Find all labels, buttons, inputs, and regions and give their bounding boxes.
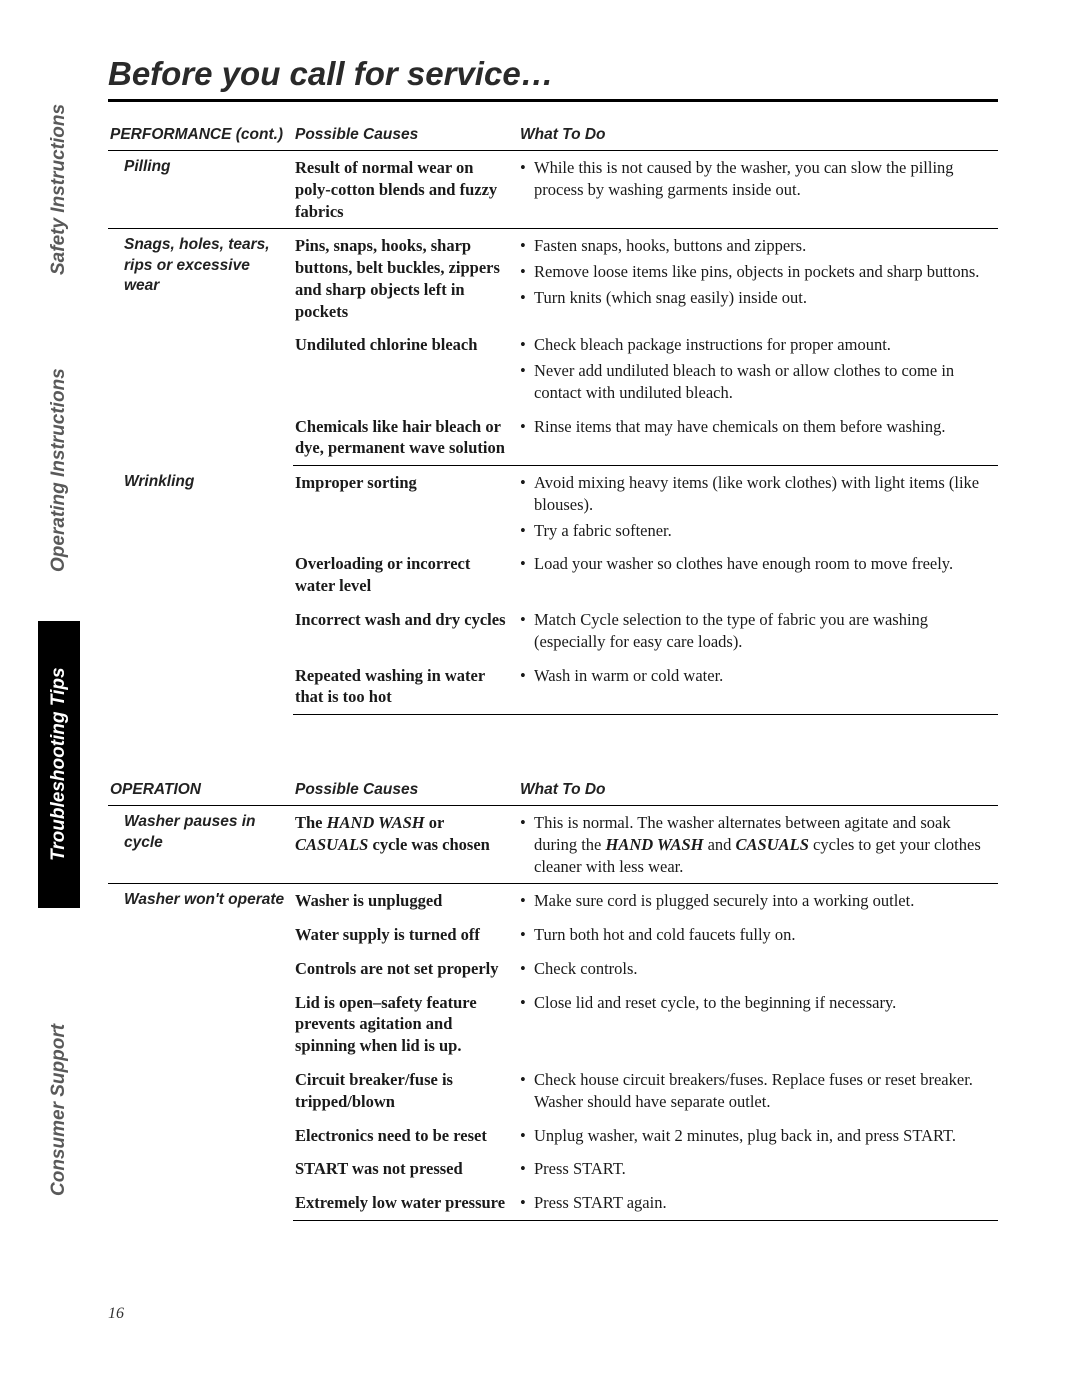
cause-text: Overloading or incorrect water level (293, 547, 518, 603)
cause-text: Result of normal wear on poly-cotton ble… (293, 151, 518, 229)
cause-text: The HAND WASH or CASUALS cycle was chose… (293, 806, 518, 884)
problem-label: Washer won't operate (108, 884, 293, 1220)
cause-text: Extremely low water pressure (293, 1186, 518, 1220)
table-row: Washer pauses in cycle The HAND WASH or … (108, 806, 998, 884)
todo-cell: •While this is not caused by the washer,… (518, 151, 998, 229)
sidebar-tabs: Safety Instructions Operating Instructio… (38, 58, 80, 1312)
table-row: Pilling Result of normal wear on poly-co… (108, 151, 998, 229)
todo-cell: •Fasten snaps, hooks, buttons and zipper… (518, 229, 998, 329)
problem-label: Wrinkling (108, 466, 293, 715)
todo-cell: •Close lid and reset cycle, to the begin… (518, 986, 998, 1063)
cause-text: Controls are not set properly (293, 952, 518, 986)
table-row: Snags, holes, tears, rips or excessive w… (108, 229, 998, 329)
problem-label: Snags, holes, tears, rips or excessive w… (108, 229, 293, 466)
todo-cell: •Match Cycle selection to the type of fa… (518, 603, 998, 659)
tab-operating[interactable]: Operating Instructions (38, 320, 80, 621)
performance-table: PERFORMANCE (cont.) Possible Causes What… (108, 120, 998, 715)
cause-text: START was not pressed (293, 1152, 518, 1186)
tab-safety[interactable]: Safety Instructions (38, 58, 80, 320)
cause-text: Repeated washing in water that is too ho… (293, 659, 518, 715)
todo-cell: •Make sure cord is plugged securely into… (518, 884, 998, 918)
table-header-row: OPERATION Possible Causes What To Do (108, 775, 998, 806)
todo-cell: •Check house circuit breakers/fuses. Rep… (518, 1063, 998, 1119)
col-causes: Possible Causes (293, 120, 518, 151)
page-title: Before you call for service… (108, 55, 998, 102)
tab-support[interactable]: Consumer Support (38, 908, 80, 1311)
problem-label: Washer pauses in cycle (108, 806, 293, 884)
cause-text: Lid is open–safety feature prevents agit… (293, 986, 518, 1063)
table-row: Wrinkling Improper sorting •Avoid mixing… (108, 466, 998, 548)
col-performance: PERFORMANCE (cont.) (108, 120, 293, 151)
col-operation: OPERATION (108, 775, 293, 806)
cause-text: Pins, snaps, hooks, sharp buttons, belt … (293, 229, 518, 329)
todo-cell: •Press START again. (518, 1186, 998, 1220)
todo-cell: •Turn both hot and cold faucets fully on… (518, 918, 998, 952)
col-causes: Possible Causes (293, 775, 518, 806)
todo-cell: •Press START. (518, 1152, 998, 1186)
cause-text: Improper sorting (293, 466, 518, 548)
todo-cell: •Check bleach package instructions for p… (518, 328, 998, 409)
page-number: 16 (108, 1305, 124, 1323)
cause-text: Water supply is turned off (293, 918, 518, 952)
cause-text: Circuit breaker/fuse is tripped/blown (293, 1063, 518, 1119)
tab-troubleshooting[interactable]: Troubleshooting Tips (38, 621, 80, 908)
todo-cell: •Load your washer so clothes have enough… (518, 547, 998, 603)
todo-cell: •Wash in warm or cold water. (518, 659, 998, 715)
table-row: Washer won't operate Washer is unplugged… (108, 884, 998, 918)
table-header-row: PERFORMANCE (cont.) Possible Causes What… (108, 120, 998, 151)
cause-text: Electronics need to be reset (293, 1119, 518, 1153)
cause-text: Chemicals like hair bleach or dye, perma… (293, 410, 518, 466)
cause-text: Washer is unplugged (293, 884, 518, 918)
page-content: Before you call for service… PERFORMANCE… (108, 55, 998, 1221)
cause-text: Undiluted chlorine bleach (293, 328, 518, 409)
todo-cell: •This is normal. The washer alternates b… (518, 806, 998, 884)
problem-label: Pilling (108, 151, 293, 229)
todo-cell: •Unplug washer, wait 2 minutes, plug bac… (518, 1119, 998, 1153)
operation-table: OPERATION Possible Causes What To Do Was… (108, 775, 998, 1221)
todo-cell: •Rinse items that may have chemicals on … (518, 410, 998, 466)
col-todo: What To Do (518, 775, 998, 806)
todo-cell: •Avoid mixing heavy items (like work clo… (518, 466, 998, 548)
cause-text: Incorrect wash and dry cycles (293, 603, 518, 659)
col-todo: What To Do (518, 120, 998, 151)
todo-cell: •Check controls. (518, 952, 998, 986)
